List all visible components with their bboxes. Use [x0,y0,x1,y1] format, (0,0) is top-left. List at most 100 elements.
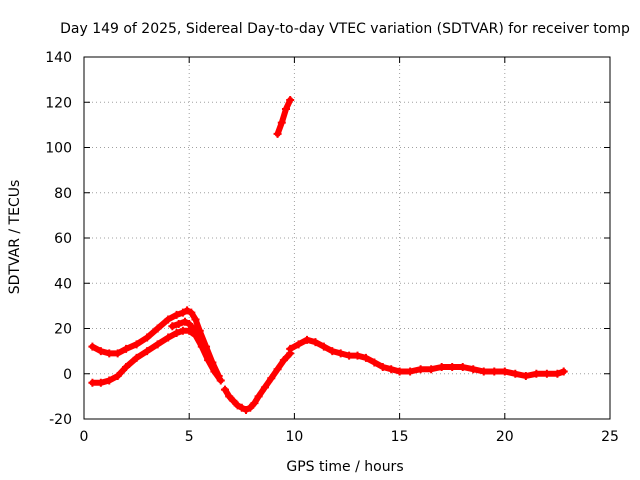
data-point [311,338,320,347]
data-point [132,340,141,349]
y-tick-label: 80 [54,186,72,202]
series-recovery [287,336,567,379]
x-tick-label: 10 [285,429,303,445]
data-point [458,362,467,371]
data-point [204,356,213,365]
data-point [242,405,251,414]
series-outlier [274,97,294,137]
data-point [254,392,263,401]
data-point [273,129,282,138]
x-axis-label: GPS time / hours [286,459,403,475]
data-point [427,365,436,374]
data-point [185,326,194,335]
data-point [143,347,152,356]
data-point [164,333,173,342]
y-tick-label: 20 [54,322,72,338]
data-point [122,344,131,353]
data-point [542,369,551,378]
data-point [281,105,290,114]
data-point [387,365,396,374]
data-point [96,347,105,356]
data-point [479,367,488,376]
y-axis-label: SDTVAR / TECUs [7,180,23,295]
y-tick-label: 60 [54,231,72,247]
data-point [267,374,276,383]
data-point [183,306,192,315]
x-tick-label: 0 [80,429,89,445]
data-point [122,362,131,371]
data-point [172,310,181,319]
data-point [328,347,337,356]
plot-frame [83,56,611,420]
data-point [187,308,196,317]
data-point [559,367,568,376]
data-point [490,367,499,376]
data-point [113,372,122,381]
data-point [378,362,387,371]
data-point [153,340,162,349]
data-point [286,95,295,104]
data-point [319,342,328,351]
data-point [96,378,105,387]
data-point [395,367,404,376]
x-tick-label: 20 [496,429,514,445]
data-point [180,317,189,326]
x-tick-label: 15 [391,429,409,445]
data-point [164,315,173,324]
data-point [105,376,114,385]
data-point [279,356,288,365]
data-point [210,367,219,376]
data-point [345,351,354,360]
data-point [185,319,194,328]
data-point [113,349,122,358]
data-point [437,362,446,371]
data-points [88,95,568,414]
data-point [469,365,478,374]
data-point [500,367,509,376]
data-point [246,403,255,412]
data-point [294,340,303,349]
y-tick-label: 140 [45,50,72,66]
x-tick-label: 25 [601,429,619,445]
data-point [172,329,181,338]
data-point [191,331,200,340]
data-point [448,362,457,371]
data-point [132,353,141,362]
axis-ticks: 0 5 10 15 20 25 -20 0 20 40 60 80 100 120 140 [45,50,619,445]
data-point [511,369,520,378]
data-point [216,376,225,385]
data-point [88,342,97,351]
data-point [153,324,162,333]
y-tick-label: 0 [63,367,72,383]
data-point [286,344,295,353]
data-point [273,365,282,374]
data-point [197,342,206,351]
y-tick-label: 40 [54,276,72,292]
data-point [532,369,541,378]
data-point [88,378,97,387]
data-point [229,396,238,405]
data-point [553,369,562,378]
data-point [277,118,286,127]
data-point [105,349,114,358]
data-point [303,335,312,344]
data-point [260,383,269,392]
data-point [143,333,152,342]
data-point [191,315,200,324]
data-point [237,403,246,412]
x-tick-label: 5 [185,429,194,445]
data-point [225,392,234,401]
data-point [174,319,183,328]
y-tick-label: -20 [49,412,72,428]
data-point [168,322,177,331]
y-tick-label: 100 [45,141,72,157]
data-point [353,351,362,360]
data-point [250,399,259,408]
y-tick-label: 120 [45,95,72,111]
data-point [233,401,242,410]
data-point [220,385,229,394]
data-point [361,353,370,362]
grid-lines [84,57,610,419]
data-point [178,308,187,317]
